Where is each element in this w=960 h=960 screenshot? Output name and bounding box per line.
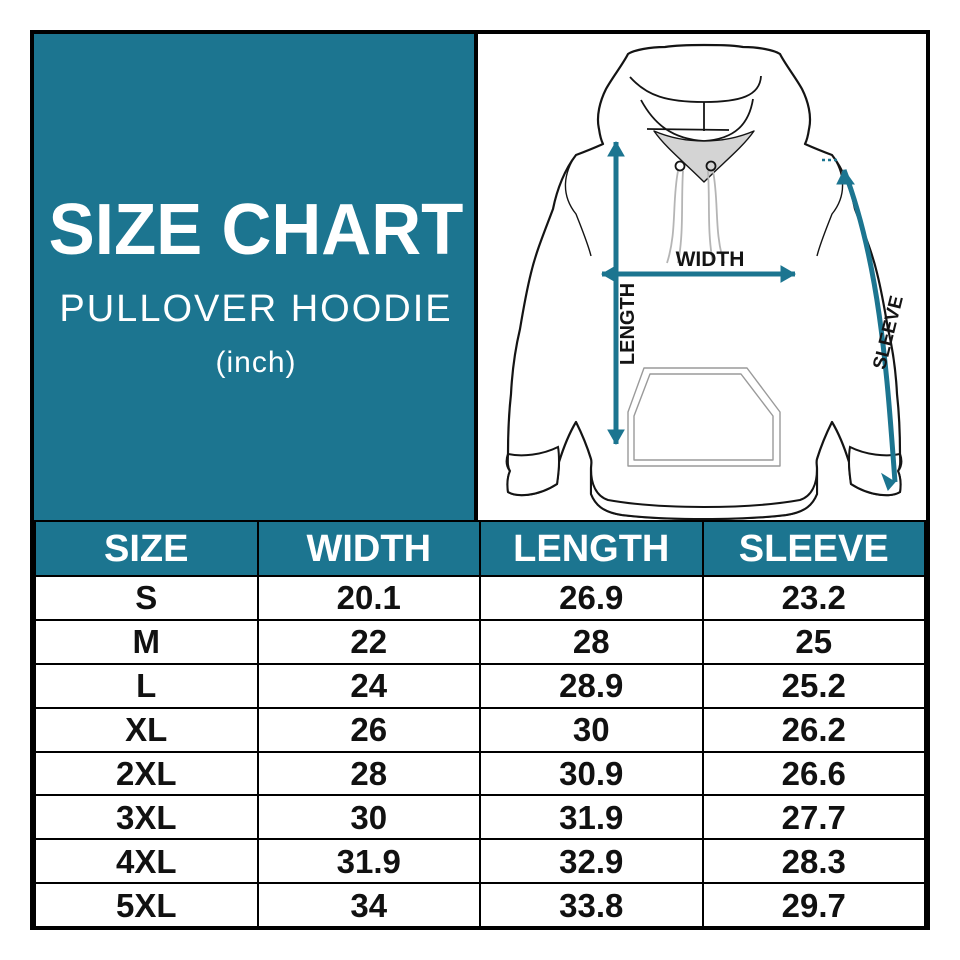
svg-text:LENGTH: LENGTH	[617, 283, 639, 365]
svg-text:WIDTH: WIDTH	[676, 248, 745, 271]
